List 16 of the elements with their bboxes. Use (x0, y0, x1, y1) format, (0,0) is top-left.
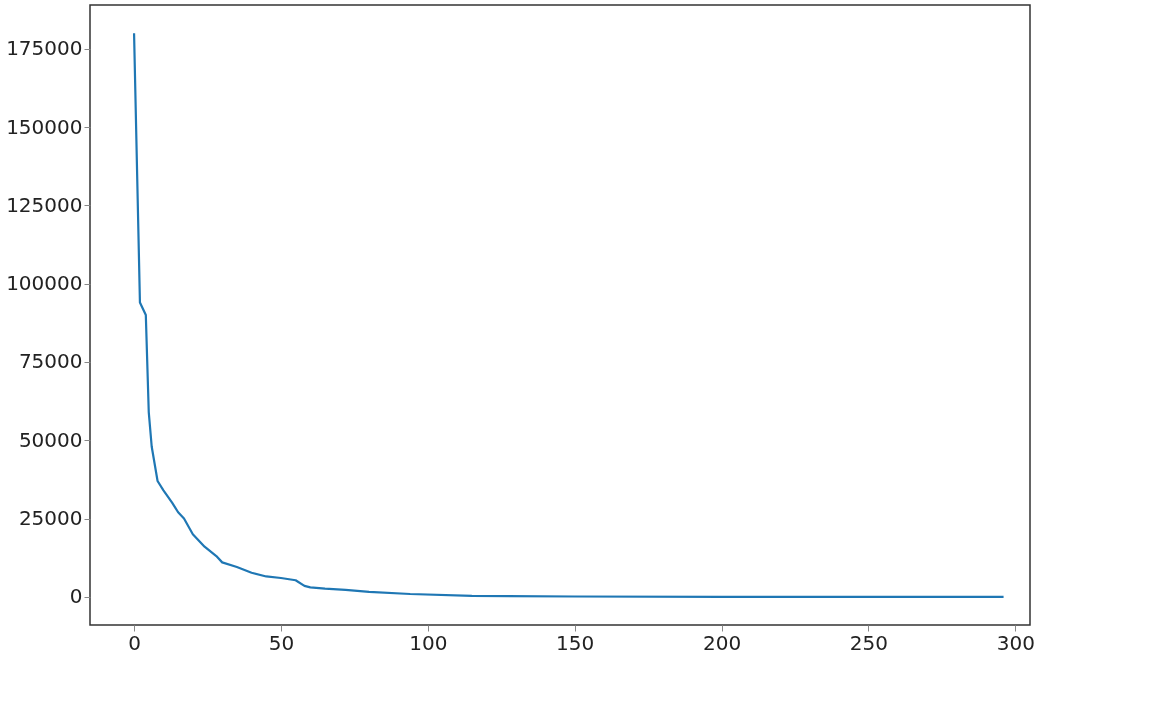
line-series (132, 32, 1005, 598)
y-tick-label: 25000 (18, 506, 83, 531)
x-tick-label: 100 (409, 630, 448, 655)
x-tick-label: 0 (128, 630, 141, 655)
x-tick-label: 200 (702, 630, 742, 655)
y-tick-label: 125000 (6, 192, 83, 217)
y-tick-label: 100000 (6, 271, 83, 296)
x-tick-label: 300 (996, 630, 1035, 655)
x-tick-label: 250 (849, 630, 889, 655)
y-tick-label: 175000 (6, 36, 83, 61)
y-tick-label: 75000 (18, 349, 83, 374)
x-tick-label: 50 (268, 630, 295, 655)
y-tick-label: 0 (69, 584, 83, 609)
y-tick-label: 150000 (6, 114, 83, 139)
y-tick-label: 50000 (18, 427, 83, 452)
x-tick-label: 150 (556, 630, 595, 655)
